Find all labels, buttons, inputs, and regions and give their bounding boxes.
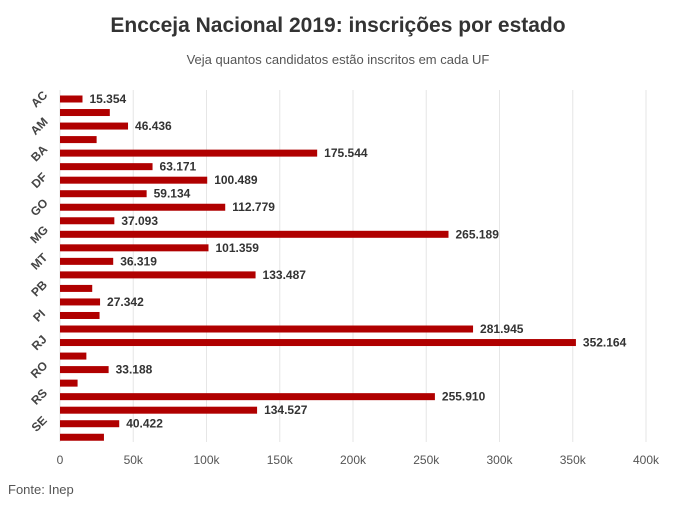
data-label: 36.319	[120, 254, 157, 268]
data-label: 40.422	[126, 417, 163, 431]
data-label: 265.189	[456, 227, 500, 241]
bar-ap	[60, 136, 97, 144]
bar-am	[60, 122, 129, 130]
category-labels: AC AM BA DF GO MG MT PB PI RJ RO RS SE	[27, 88, 51, 435]
x-tick-labels: 0 50k 100k 150k 200k 250k 300k 350k 400k	[57, 453, 660, 467]
bar-rj	[60, 339, 576, 347]
category-label: PB	[28, 278, 50, 300]
bar-pe	[60, 298, 101, 306]
x-tick-label: 200k	[340, 453, 367, 467]
x-tick-label: 350k	[560, 453, 587, 467]
bar-al	[60, 109, 110, 117]
bar-ms	[60, 244, 209, 252]
bar-se	[60, 420, 120, 428]
category-label: AC	[28, 88, 50, 110]
source-note: Fonte: Inep	[8, 482, 74, 497]
bar-rr	[60, 379, 78, 387]
category-label: SE	[29, 413, 50, 434]
data-label: 134.527	[264, 403, 308, 417]
bar-df	[60, 176, 208, 184]
data-label: 27.342	[107, 295, 144, 309]
bar-mg	[60, 230, 449, 238]
bar-ce	[60, 163, 153, 171]
data-label: 133.487	[263, 268, 307, 282]
bar-sc	[60, 406, 258, 414]
category-label: RS	[28, 386, 50, 408]
data-label: 101.359	[215, 241, 259, 255]
data-label: 33.188	[116, 363, 153, 377]
bar-ba	[60, 149, 318, 157]
data-label: 281.945	[480, 322, 524, 336]
category-label: RJ	[29, 332, 50, 353]
category-label: PI	[30, 307, 48, 325]
data-label: 175.544	[324, 146, 368, 160]
category-label: GO	[28, 196, 51, 219]
bars	[60, 95, 576, 441]
bar-pb	[60, 284, 93, 292]
bar-pi	[60, 311, 100, 319]
bar-rs	[60, 393, 435, 401]
x-tick-label: 150k	[267, 453, 294, 467]
x-tick-label: 250k	[413, 453, 440, 467]
x-tick-label: 0	[57, 453, 64, 467]
bar-es	[60, 190, 147, 198]
bar-ma	[60, 217, 115, 225]
x-tick-label: 100k	[193, 453, 220, 467]
category-label: DF	[29, 170, 50, 191]
x-tick-label: 400k	[633, 453, 660, 467]
bar-ac	[60, 95, 83, 103]
data-label: 46.436	[135, 119, 172, 133]
bar-pr	[60, 325, 474, 333]
data-label: 15.354	[89, 92, 126, 106]
bar-pa	[60, 271, 256, 279]
bar-mt	[60, 257, 114, 265]
x-tick-label: 300k	[486, 453, 513, 467]
data-label: 112.779	[232, 200, 275, 214]
data-label: 37.093	[121, 214, 158, 228]
data-label: 59.134	[154, 187, 191, 201]
data-label: 63.171	[160, 160, 197, 174]
category-label: BA	[28, 142, 50, 164]
bar-ro	[60, 366, 109, 374]
chart-subtitle: Veja quantos candidatos estão inscritos …	[186, 52, 490, 67]
chart-title: Encceja Nacional 2019: inscrições por es…	[110, 14, 566, 37]
data-label: 255.910	[442, 390, 486, 404]
data-labels: 15.354 46.436 175.544 63.171 100.489 59.134 11…	[89, 92, 626, 431]
category-label: AM	[28, 115, 51, 138]
data-label: 100.489	[214, 173, 258, 187]
bar-sp	[60, 433, 104, 441]
data-label: 352.164	[583, 336, 627, 350]
category-label: MT	[28, 250, 51, 273]
category-label: MG	[27, 223, 51, 247]
bar-rn	[60, 352, 87, 360]
category-label: RO	[28, 358, 51, 381]
x-tick-label: 50k	[124, 453, 144, 467]
bar-go	[60, 203, 226, 211]
